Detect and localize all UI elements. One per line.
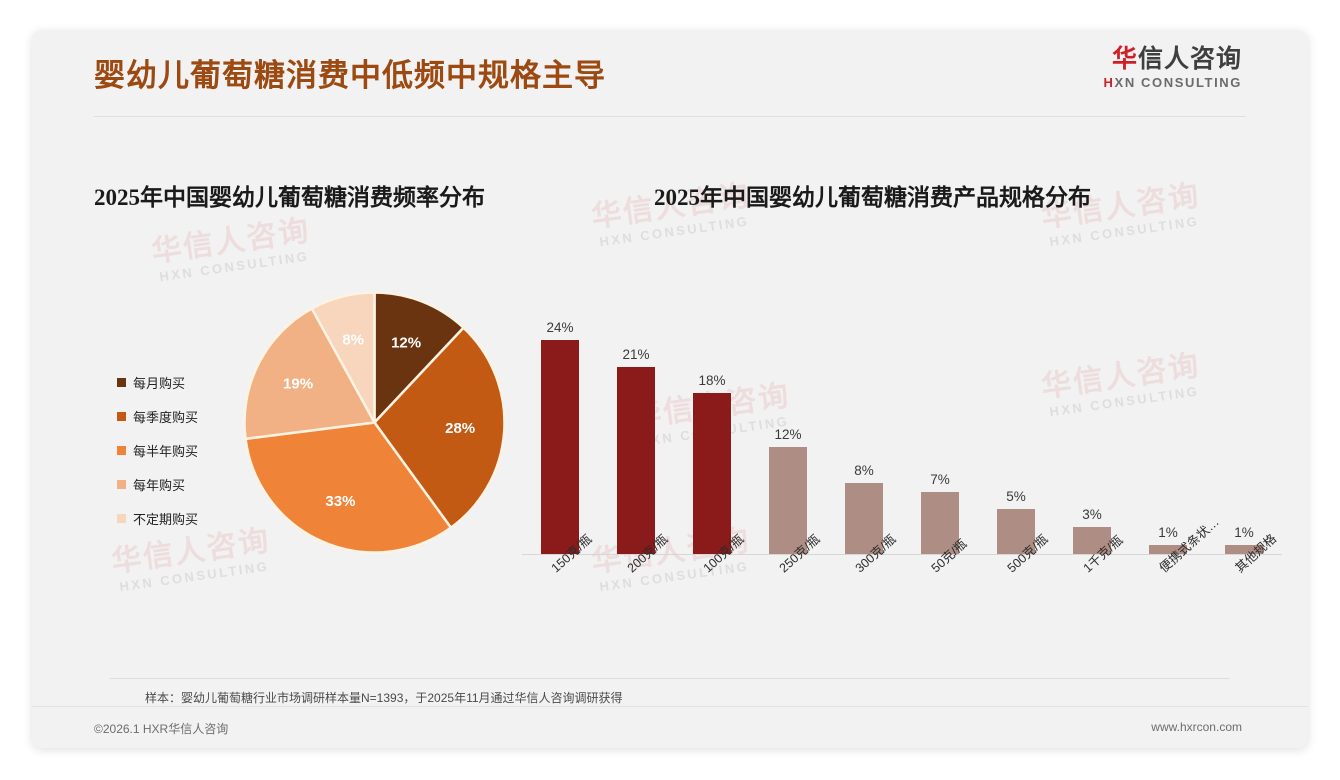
bar-rect[interactable] xyxy=(617,366,655,554)
footer-copyright: ©2026.1 HXR华信人咨询 xyxy=(94,722,229,736)
legend-label: 每年购买 xyxy=(133,477,186,493)
bar-column[interactable]: 1% xyxy=(1128,292,1208,554)
page-title: 婴幼儿葡萄糖消费中低频中规格主导 xyxy=(94,58,606,93)
pie-slice[interactable] xyxy=(310,291,376,424)
legend-swatch-icon xyxy=(117,411,126,421)
bar-column[interactable]: 3% xyxy=(1052,292,1132,554)
bar-rect[interactable] xyxy=(693,393,731,554)
pie-slice[interactable] xyxy=(243,306,377,441)
company-logo: 华信人咨询 HXN CONSULTING xyxy=(1103,45,1242,90)
bar-value-label: 12% xyxy=(774,426,802,442)
pie-chart: 12% 28% 33% 19% 8% xyxy=(242,290,507,555)
footnote-text: 样本：婴幼儿葡萄糖行业市场调研样本量N=1393，于2025年11月通过华信人咨… xyxy=(145,691,623,705)
bar-value-label: 24% xyxy=(546,319,574,335)
bar-column[interactable]: 18% xyxy=(672,292,752,554)
bar-rect[interactable] xyxy=(1225,545,1263,554)
bar-column[interactable]: 12% xyxy=(748,292,828,554)
pie-slice-label: 12% xyxy=(391,335,421,352)
bar-column[interactable]: 8% xyxy=(824,292,904,554)
bar-rect[interactable] xyxy=(997,509,1035,554)
footnote-divider xyxy=(110,678,1230,679)
slide-header: 婴幼儿葡萄糖消费中低频中规格主导 华信人咨询 HXN CONSULTING xyxy=(32,30,1308,120)
bar-rect[interactable] xyxy=(1073,527,1111,554)
pie-slice-label: 28% xyxy=(445,420,475,437)
legend-label: 不定期购买 xyxy=(133,511,199,527)
bar-value-label: 3% xyxy=(1082,507,1102,523)
pie-chart-svg: 12% 28% 33% 19% 8% xyxy=(243,291,506,554)
legend-swatch-icon xyxy=(117,377,126,387)
watermark-cn: 华信人咨询 xyxy=(149,214,313,270)
watermark: 华信人咨询 HXN CONSULTING xyxy=(149,214,314,285)
logo-english: HXN CONSULTING xyxy=(1103,74,1242,90)
pie-chart-panel: 每月购买每季度购买每半年购买每年购买不定期购买 12% 28% 33% 19% 8% xyxy=(82,280,552,610)
pie-legend-item[interactable]: 每半年购买 xyxy=(117,433,198,467)
logo-en-rest: XN CONSULTING xyxy=(1114,74,1242,90)
pie-slice[interactable] xyxy=(372,325,506,530)
bar-axis-line xyxy=(522,554,1282,555)
slide-footer: ©2026.1 HXR华信人咨询 www.hxrcon.com xyxy=(32,706,1308,748)
pie-legend-item[interactable]: 每月购买 xyxy=(117,365,198,399)
bar-column[interactable]: 5% xyxy=(976,292,1056,554)
bar-plot-area: 24% 21% 18% 12% 8% 7% 5% 3% 1% 1% xyxy=(522,292,1282,554)
bar-value-label: 1% xyxy=(1234,525,1254,541)
legend-swatch-icon xyxy=(117,513,126,523)
bar-value-label: 7% xyxy=(930,471,950,487)
bar-rect[interactable] xyxy=(845,482,883,554)
footer-website[interactable]: www.hxrcon.com xyxy=(1151,720,1242,734)
legend-label: 每月购买 xyxy=(133,375,186,391)
pie-legend-item[interactable]: 每季度购买 xyxy=(117,399,198,433)
logo-cn-rest: 信人咨询 xyxy=(1137,45,1242,73)
footnote-block: 样本：婴幼儿葡萄糖行业市场调研样本量N=1393，于2025年11月通过华信人咨… xyxy=(110,678,1230,706)
logo-chinese: 华信人咨询 xyxy=(1104,45,1242,74)
bar-rect[interactable] xyxy=(541,339,579,554)
logo-cn-accent: 华 xyxy=(1111,45,1138,73)
pie-legend-item[interactable]: 不定期购买 xyxy=(117,501,198,535)
bar-column[interactable]: 1% xyxy=(1204,292,1284,554)
bar-rect[interactable] xyxy=(1149,545,1187,554)
pie-slice-label: 19% xyxy=(283,376,313,393)
bar-value-label: 18% xyxy=(698,373,726,389)
bar-column[interactable]: 21% xyxy=(596,292,676,554)
right-chart-title: 2025年中国婴幼儿葡萄糖消费产品规格分布 xyxy=(654,185,1091,210)
watermark-en: HXN CONSULTING xyxy=(598,212,751,249)
bar-column[interactable]: 24% xyxy=(520,292,600,554)
legend-swatch-icon xyxy=(117,479,126,489)
legend-label: 每半年购买 xyxy=(133,443,199,459)
pie-slice-label: 8% xyxy=(342,331,364,348)
bar-column[interactable]: 7% xyxy=(900,292,980,554)
pie-slice[interactable] xyxy=(244,421,453,554)
bar-chart-panel: 24% 21% 18% 12% 8% 7% 5% 3% 1% 1% 150克/瓶 200克/瓶 100… xyxy=(522,292,1282,632)
bar-value-label: 1% xyxy=(1158,525,1178,541)
bar-rect[interactable] xyxy=(769,446,807,554)
slide-canvas: 华信人咨询 HXN CONSULTING 华信人咨询 HXN CONSULTIN… xyxy=(32,30,1308,748)
pie-legend-item[interactable]: 每年购买 xyxy=(117,467,198,501)
legend-swatch-icon xyxy=(117,445,126,455)
left-chart-title: 2025年中国婴幼儿葡萄糖消费频率分布 xyxy=(94,185,485,210)
bar-rect[interactable] xyxy=(921,491,959,554)
pie-legend: 每月购买每季度购买每半年购买每年购买不定期购买 xyxy=(117,365,198,535)
bar-value-label: 21% xyxy=(622,346,650,362)
pie-slice-label: 33% xyxy=(325,493,355,510)
watermark-en: HXN CONSULTING xyxy=(1048,212,1201,249)
logo-en-accent: H xyxy=(1103,74,1115,90)
header-divider xyxy=(94,116,1246,117)
bar-value-label: 8% xyxy=(854,462,874,478)
legend-label: 每季度购买 xyxy=(133,409,199,425)
pie-slice[interactable] xyxy=(373,291,466,426)
bar-value-label: 5% xyxy=(1006,489,1026,505)
